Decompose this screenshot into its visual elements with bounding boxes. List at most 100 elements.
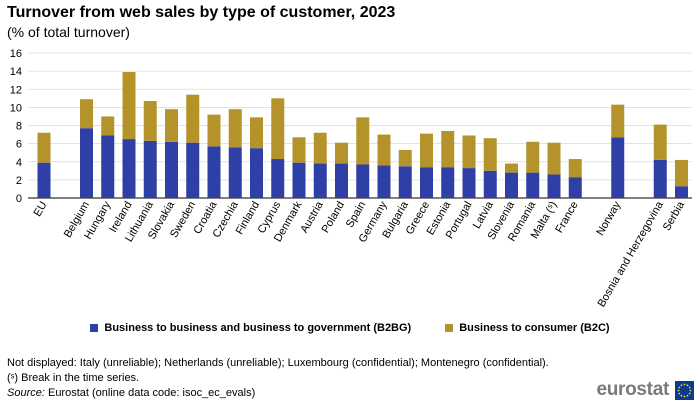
- flag-star: [688, 392, 691, 394]
- flag-star: [683, 383, 686, 385]
- bar-b2c: [356, 117, 370, 165]
- bar-b2bg: [313, 163, 327, 198]
- note-break-in-series: (ˢ) Break in the time series.: [7, 372, 140, 384]
- bar-b2bg: [611, 137, 625, 198]
- legend-item-b2c: Business to consumer (B2C): [445, 322, 610, 334]
- bar-b2c: [186, 94, 200, 143]
- eu-flag-icon: [675, 380, 694, 400]
- bar-b2c: [165, 109, 178, 142]
- bar-b2c: [335, 142, 348, 164]
- y-tick-label: 2: [16, 175, 22, 187]
- legend-swatch-b2c: [445, 324, 454, 332]
- x-axis: EU BelgiumHungaryIrelandLithuaniaSlovakia…: [32, 199, 688, 310]
- bar-b2c: [441, 130, 455, 168]
- bar-b2bg: [101, 135, 115, 198]
- bar-b2bg: [398, 166, 412, 198]
- x-category-label: EU: [32, 199, 50, 218]
- y-axis: 0 2 4 6 8 10 12 14 16: [10, 48, 22, 205]
- source-text: Eurostat (online data code: isoc_ec_eval…: [44, 387, 256, 399]
- bar-b2c: [483, 138, 497, 171]
- y-tick-label: 0: [16, 193, 22, 205]
- flag-star: [680, 394, 683, 397]
- bar-b2c: [568, 159, 582, 178]
- bar-b2bg: [356, 164, 370, 198]
- bar-b2c: [271, 98, 285, 160]
- bar-b2bg: [420, 167, 433, 198]
- bar-b2bg: [122, 139, 136, 198]
- flag-star: [686, 394, 689, 397]
- bar-b2bg: [653, 159, 667, 198]
- bar-b2bg: [228, 147, 242, 198]
- bar-b2bg: [186, 142, 200, 198]
- bar-b2bg: [207, 146, 221, 198]
- bar-b2bg: [483, 170, 497, 198]
- legend-label-b2bg: Business to business and business to gov…: [104, 322, 412, 334]
- y-tick-label: 6: [16, 139, 22, 151]
- chart-title: Turnover from web sales by type of custo…: [7, 4, 396, 21]
- y-tick-label: 16: [10, 48, 22, 60]
- legend-item-b2bg: Business to business and business to gov…: [90, 322, 411, 334]
- note-source: Source: Eurostat (online data code: isoc…: [7, 386, 549, 401]
- bar-b2c: [675, 159, 688, 187]
- bar-b2c: [207, 114, 221, 147]
- flag-star: [683, 395, 686, 397]
- bar-b2bg: [377, 165, 391, 198]
- flag-star: [689, 389, 692, 391]
- bar-b2bg: [271, 159, 285, 198]
- bars: [37, 72, 688, 198]
- stacked-bar-chart: 0 2 4 6 8 10 12 14 16 EU BelgiumHungaryIrelandLit…: [10, 48, 692, 310]
- bar-b2bg: [292, 162, 306, 198]
- eurostat-logo[interactable]: eurostat: [596, 379, 694, 401]
- bar-b2bg: [462, 168, 476, 198]
- bar-b2bg: [80, 128, 93, 198]
- y-tick-label: 8: [16, 121, 22, 133]
- bar-b2c: [377, 134, 391, 166]
- bar-b2bg: [547, 174, 561, 198]
- flag-star: [678, 392, 681, 394]
- bar-b2c: [292, 137, 306, 163]
- bar-b2c: [547, 142, 561, 175]
- bar-b2bg: [250, 148, 263, 198]
- flag-star: [678, 386, 681, 388]
- bar-b2c: [611, 104, 625, 138]
- x-category-label: Serbia: [661, 199, 688, 233]
- bar-b2c: [398, 149, 412, 167]
- flag-star: [680, 383, 683, 386]
- source-label: Source:: [7, 387, 45, 399]
- bar-b2c: [526, 141, 540, 173]
- bar-b2bg: [526, 172, 540, 198]
- flag-star: [677, 389, 680, 391]
- bar-b2bg: [568, 177, 582, 198]
- bar-b2c: [505, 163, 518, 173]
- chart-subtitle: (% of total turnover): [7, 24, 130, 40]
- bar-b2c: [313, 132, 327, 164]
- bar-b2c: [101, 116, 115, 136]
- bar-b2c: [653, 124, 667, 160]
- bar-b2c: [143, 101, 157, 141]
- bar-b2bg: [37, 162, 51, 198]
- logo-text: eurostat: [596, 379, 669, 400]
- bar-b2bg: [143, 140, 157, 198]
- bar-b2c: [37, 132, 51, 163]
- y-tick-label: 14: [10, 66, 22, 78]
- legend: Business to business and business to gov…: [0, 322, 700, 334]
- bar-b2c: [462, 135, 476, 169]
- bar-b2bg: [165, 141, 178, 198]
- bar-b2c: [122, 72, 136, 140]
- footnotes: Not displayed: Italy (unreliable); Nethe…: [7, 356, 549, 401]
- bar-b2bg: [675, 186, 688, 198]
- flag-star: [686, 383, 689, 386]
- y-tick-label: 12: [10, 84, 22, 96]
- bar-b2c: [228, 109, 242, 148]
- flag-star: [688, 386, 691, 388]
- y-tick-label: 10: [10, 102, 22, 114]
- note-not-displayed: Not displayed: Italy (unreliable); Nethe…: [7, 357, 549, 369]
- bar-b2bg: [441, 167, 455, 198]
- bar-b2c: [250, 117, 263, 149]
- bar-b2bg: [335, 163, 348, 198]
- legend-swatch-b2bg: [90, 324, 99, 332]
- bar-b2c: [420, 133, 433, 168]
- y-tick-label: 4: [16, 157, 22, 169]
- legend-label-b2c: Business to consumer (B2C): [459, 322, 610, 334]
- bar-b2c: [80, 99, 93, 129]
